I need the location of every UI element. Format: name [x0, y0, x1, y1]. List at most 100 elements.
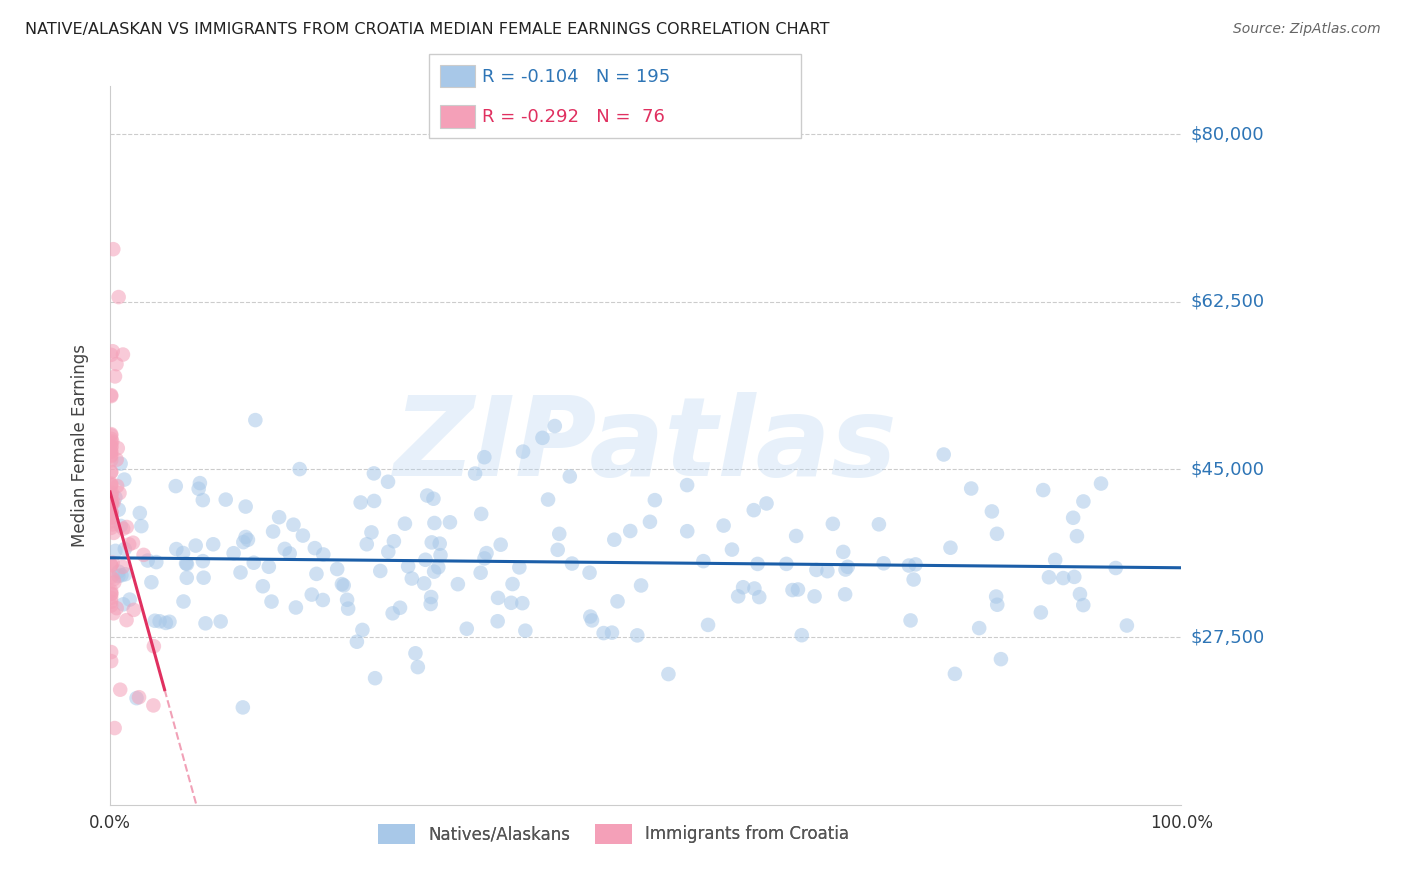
Point — [581, 614, 603, 628]
Point — [803, 590, 825, 604]
Point — [447, 577, 470, 591]
Point — [288, 462, 311, 476]
Point — [188, 476, 211, 491]
Point — [470, 507, 492, 521]
Point — [114, 541, 136, 556]
Point — [104, 721, 127, 735]
Point — [508, 560, 530, 574]
Point — [112, 597, 135, 611]
Point — [283, 517, 305, 532]
Text: $62,500: $62,500 — [1189, 293, 1264, 310]
Point — [194, 616, 217, 631]
Point — [692, 554, 714, 568]
Point — [416, 489, 439, 503]
Point — [125, 691, 148, 706]
Point — [108, 682, 131, 697]
Legend: Natives/Alaskans, Immigrants from Croatia: Natives/Alaskans, Immigrants from Croati… — [371, 818, 856, 850]
Point — [122, 603, 145, 617]
Point — [413, 576, 436, 591]
Point — [257, 559, 280, 574]
Point — [439, 516, 461, 530]
Point — [1090, 476, 1112, 491]
Point — [806, 563, 828, 577]
Point — [785, 529, 807, 543]
Point — [101, 434, 124, 449]
Point — [114, 567, 136, 582]
Point — [990, 652, 1012, 666]
Point — [101, 496, 124, 510]
Point — [100, 449, 122, 463]
Point — [107, 565, 129, 579]
Point — [284, 600, 307, 615]
Point — [782, 582, 804, 597]
Point — [603, 533, 626, 547]
Point — [904, 558, 927, 572]
Point — [115, 613, 138, 627]
Point — [1105, 561, 1128, 575]
Point — [420, 590, 443, 604]
Point — [619, 524, 641, 538]
Point — [100, 505, 122, 519]
Point — [389, 600, 412, 615]
Point — [103, 575, 125, 590]
Point — [193, 571, 215, 585]
Point — [100, 558, 122, 572]
Point — [363, 494, 385, 508]
Point — [111, 560, 134, 574]
Point — [1043, 553, 1066, 567]
Point — [100, 507, 122, 521]
Point — [561, 557, 583, 571]
Point — [733, 580, 755, 594]
Point — [110, 519, 132, 533]
Point — [420, 535, 443, 549]
Point — [103, 495, 125, 509]
Point — [377, 545, 399, 559]
Point — [1066, 529, 1088, 543]
Point — [142, 639, 165, 653]
Point — [105, 479, 128, 493]
Point — [100, 444, 122, 458]
Point — [932, 448, 955, 462]
Point — [332, 578, 354, 592]
Point — [101, 485, 124, 500]
Point — [377, 475, 399, 489]
Point — [834, 587, 856, 601]
Point — [475, 546, 498, 560]
Text: R = -0.104   N = 195: R = -0.104 N = 195 — [478, 76, 666, 94]
Point — [260, 594, 283, 608]
Point — [101, 517, 124, 532]
Point — [721, 542, 744, 557]
Point — [100, 488, 122, 502]
Point — [415, 553, 437, 567]
Point — [104, 544, 127, 558]
Point — [110, 568, 132, 582]
Point — [381, 607, 404, 621]
Point — [173, 594, 195, 608]
Point — [128, 506, 150, 520]
Point — [100, 586, 122, 600]
Point — [100, 432, 122, 446]
Point — [236, 533, 259, 547]
Point — [638, 515, 661, 529]
Point — [676, 478, 699, 492]
Point — [337, 601, 360, 615]
Y-axis label: Median Female Earnings: Median Female Earnings — [72, 344, 89, 547]
Point — [489, 538, 512, 552]
Point — [657, 667, 679, 681]
Point — [775, 557, 797, 571]
Point — [103, 607, 125, 621]
Point — [142, 698, 165, 713]
Point — [100, 427, 122, 442]
Point — [215, 492, 238, 507]
Text: R = -0.104   N = 195: R = -0.104 N = 195 — [482, 68, 671, 86]
Point — [837, 559, 859, 574]
Point — [100, 584, 122, 599]
Point — [100, 428, 122, 442]
Point — [242, 556, 264, 570]
Point — [547, 542, 569, 557]
Point — [464, 467, 486, 481]
Point — [558, 469, 581, 483]
Point — [165, 542, 187, 557]
Point — [132, 548, 155, 562]
Point — [100, 497, 122, 511]
